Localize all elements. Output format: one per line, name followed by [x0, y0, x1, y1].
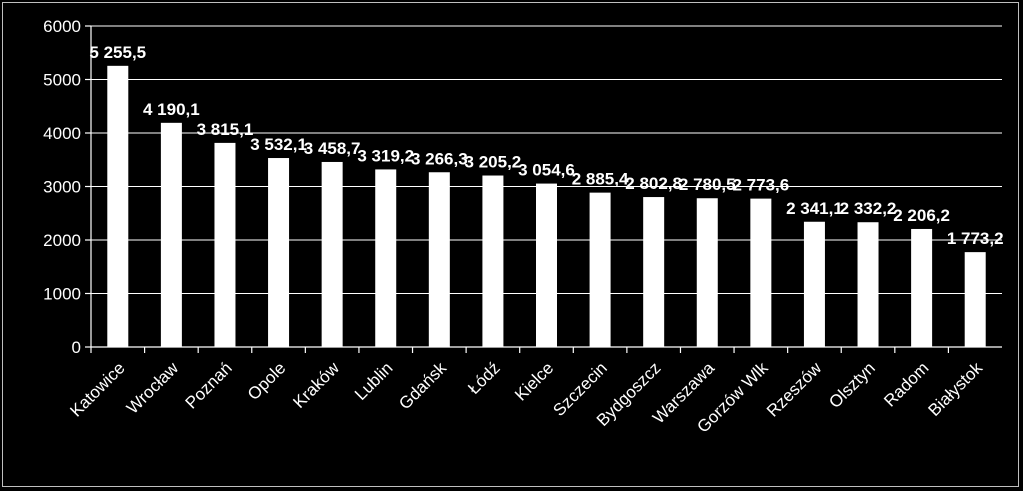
- category-label: Katowice: [66, 358, 128, 420]
- category-label: Opole: [244, 358, 290, 404]
- y-tick-label: 0: [72, 338, 81, 357]
- bar: [803, 221, 825, 347]
- data-label: 3 319,2: [357, 146, 414, 165]
- category-label: Łódź: [464, 358, 504, 398]
- data-label: 4 190,1: [143, 100, 200, 119]
- data-label: 2 206,2: [893, 206, 950, 225]
- data-label: 2 802,8: [625, 174, 682, 193]
- bar: [964, 252, 986, 347]
- bar: [536, 183, 557, 347]
- category-label: Radom: [880, 358, 932, 410]
- category-label: Białystok: [924, 358, 986, 420]
- bar: [268, 158, 290, 347]
- category-label: Rzeszów: [763, 358, 826, 421]
- y-tick-label: 2000: [43, 231, 81, 250]
- data-label: 3 266,3: [411, 149, 468, 168]
- bar: [214, 142, 236, 347]
- y-tick-label: 5000: [43, 71, 81, 90]
- bar: [160, 122, 182, 347]
- data-label: 3 054,6: [518, 161, 575, 180]
- category-label: Gdańsk: [395, 358, 450, 413]
- data-label: 2 773,6: [732, 176, 789, 195]
- category-label: Kielce: [511, 358, 557, 404]
- data-label: 2 332,2: [840, 199, 897, 218]
- bar: [375, 169, 397, 347]
- bar: [911, 228, 933, 347]
- data-label: 1 773,2: [947, 229, 1004, 248]
- y-tick-label: 1000: [43, 285, 81, 304]
- bar: [857, 222, 879, 347]
- data-label: 5 255,5: [89, 43, 146, 62]
- category-label: Olsztyn: [825, 358, 879, 412]
- bar: [428, 172, 450, 347]
- data-label: 3 458,7: [304, 139, 361, 158]
- bar: [482, 175, 504, 347]
- category-label: Lublin: [351, 358, 397, 404]
- data-label: 2 780,5: [679, 175, 736, 194]
- data-label: 2 341,1: [786, 199, 843, 218]
- data-label: 2 885,4: [572, 170, 629, 189]
- bar: [589, 192, 611, 347]
- category-label: Poznań: [182, 358, 236, 412]
- y-tick-label: 4000: [43, 124, 81, 143]
- y-tick-label: 6000: [43, 17, 81, 36]
- bar: [321, 161, 343, 347]
- bar: [696, 198, 718, 347]
- bar: [643, 197, 665, 347]
- category-label: Kraków: [289, 358, 343, 412]
- data-label: 3 205,2: [465, 153, 522, 172]
- data-label: 3 815,1: [197, 120, 254, 139]
- category-label: Wrocław: [123, 358, 183, 418]
- bar: [750, 198, 772, 347]
- bar: [107, 65, 129, 347]
- data-label: 3 532,1: [250, 135, 307, 154]
- y-tick-label: 3000: [43, 178, 81, 197]
